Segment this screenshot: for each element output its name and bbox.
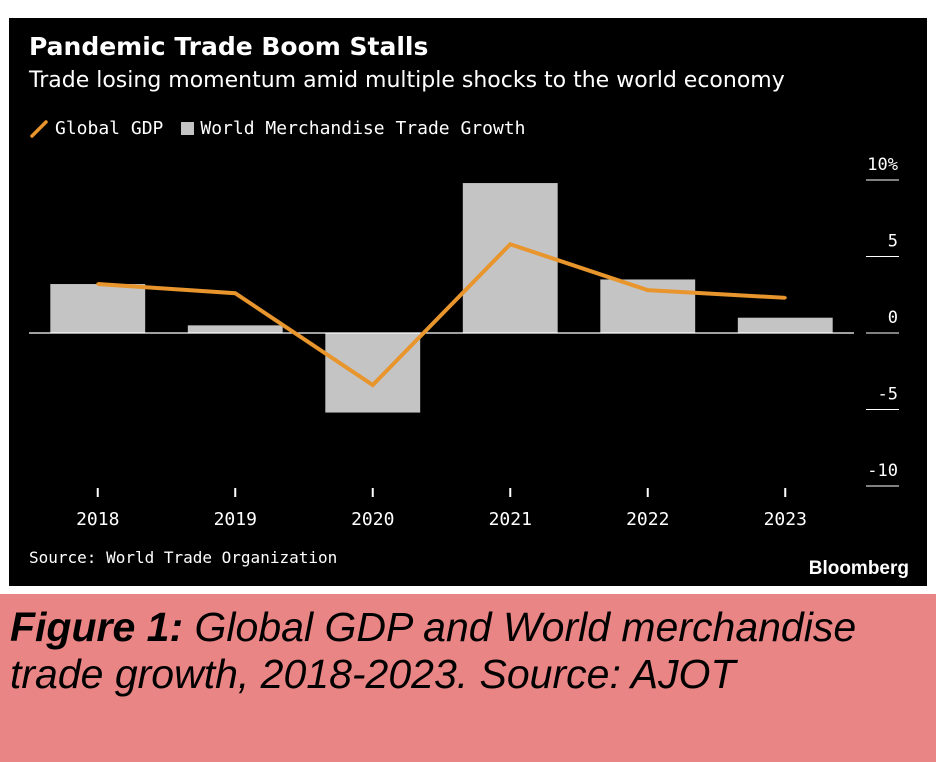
legend-label-gdp: Global GDP	[55, 118, 164, 139]
legend: Global GDP World Merchandise Trade Growt…	[29, 118, 525, 139]
ytick-label-2: 0	[888, 308, 898, 328]
xtick-label-2022: 2022	[626, 509, 669, 530]
chart-title: Pandemic Trade Boom Stalls	[29, 32, 429, 61]
xtick-label-2019: 2019	[214, 509, 257, 530]
gdp-point-2022	[646, 288, 650, 292]
source-note: Source: World Trade Organization	[29, 548, 338, 567]
figure-label: Figure 1:	[10, 604, 184, 650]
gdp-point-2018	[96, 282, 100, 286]
ytick-label-4: -10	[867, 461, 898, 481]
chart-panel: 10% 5 0 -5 -10 2018 2019 2020 2021 2022 2023 Pande…	[9, 18, 927, 586]
brand-logo: Bloomberg	[808, 558, 909, 579]
legend-bar-swatch	[181, 122, 195, 135]
figure-caption-text: Global GDP and World merchandise trade g…	[10, 604, 857, 697]
gdp-point-2021	[508, 242, 512, 246]
figure-caption-box: Figure 1: Global GDP and World merchandi…	[0, 594, 936, 762]
xtick-label-2023: 2023	[764, 509, 807, 530]
bar-2022	[600, 279, 696, 333]
ytick-label-1: 5	[888, 232, 898, 252]
xtick-label-2018: 2018	[76, 509, 119, 530]
bar-2019	[187, 325, 283, 333]
bar-2020	[325, 333, 421, 413]
gdp-point-2023	[783, 296, 787, 300]
gdp-point-2020	[371, 383, 375, 387]
figure-caption: Figure 1: Global GDP and World merchandi…	[10, 604, 920, 698]
ytick-label-3: -5	[878, 385, 898, 405]
bar-2018	[50, 284, 146, 333]
xtick-label-2020: 2020	[351, 509, 394, 530]
chart-subtitle: Trade losing momentum amid multiple shoc…	[29, 68, 785, 93]
legend-line-swatch	[30, 119, 48, 138]
legend-label-trade: World Merchandise Trade Growth	[200, 118, 526, 139]
chart-plot: 10% 5 0 -5 -10 2018 2019 2020 2021 2022 2023	[29, 155, 899, 530]
gdp-line	[97, 241, 786, 388]
bar-2021	[462, 183, 558, 333]
bar-2023	[737, 317, 833, 333]
xtick-label-2021: 2021	[489, 509, 532, 530]
gdp-point-2019	[233, 291, 237, 295]
ytick-label-0: 10%	[867, 155, 898, 175]
